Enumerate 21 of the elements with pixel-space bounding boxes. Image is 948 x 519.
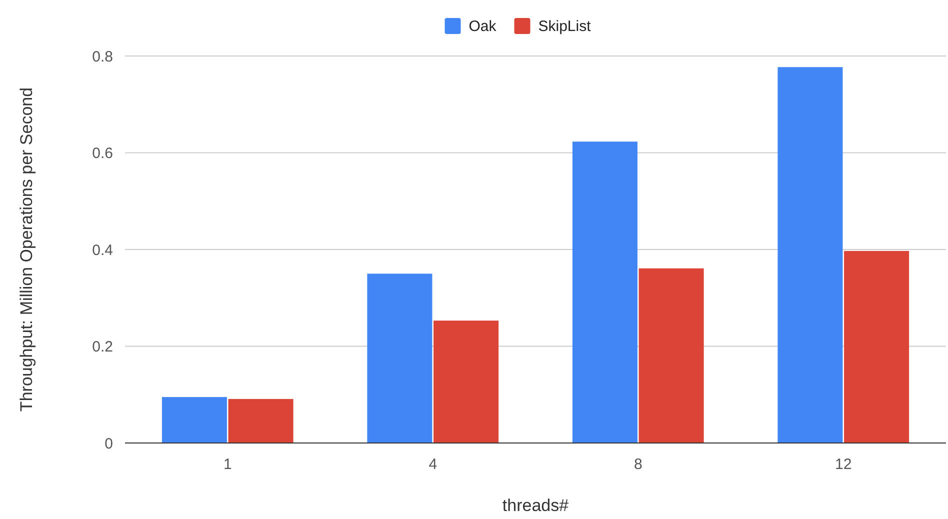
y-tick-label: 0.6 [92, 145, 113, 162]
y-axis-title: Throughput: Million Operations per Second [17, 87, 36, 412]
y-tick-label: 0.4 [92, 242, 113, 259]
y-tick-label: 0 [104, 435, 113, 452]
bar [228, 398, 294, 443]
bar [638, 268, 704, 443]
bar [778, 67, 843, 443]
bar [162, 397, 227, 443]
bar [434, 320, 499, 443]
bar [844, 250, 910, 443]
x-tick-label: 4 [428, 456, 438, 473]
x-axis-title: threads# [502, 496, 570, 515]
legend-label: Oak [468, 18, 497, 35]
x-tick-label: 8 [634, 456, 642, 473]
bar [572, 142, 638, 443]
x-tick-label: 12 [835, 456, 852, 473]
bar [367, 274, 432, 443]
x-tick-label: 1 [223, 456, 232, 473]
legend-label: SkipList [538, 18, 592, 35]
y-tick-label: 0.8 [92, 48, 113, 66]
y-tick-label: 0.2 [92, 338, 113, 356]
